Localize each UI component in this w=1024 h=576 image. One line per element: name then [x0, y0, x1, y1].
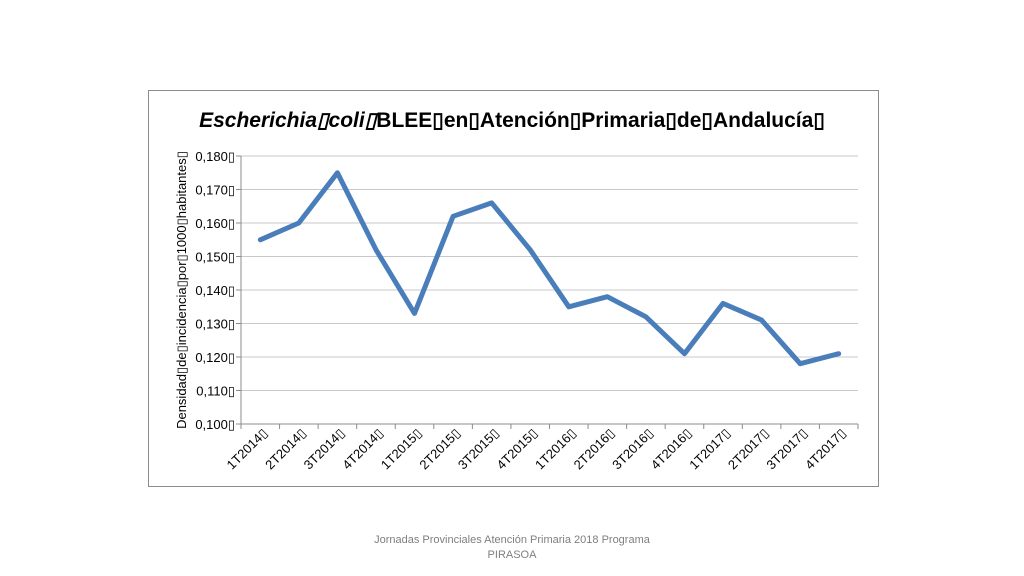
y-tick-labels: 0,100▯ 0,110▯ 0,120▯ 0,130▯ 0,140▯ 0,150▯ 0,16…	[195, 149, 235, 432]
series-line	[257, 170, 842, 367]
x-tick-label: 4T2015▯	[493, 426, 540, 473]
chart-title-rest: BLEE▯en▯Atención▯Primaria▯de▯Andalucía▯	[376, 109, 825, 132]
y-tick-label: 0,100▯	[195, 417, 235, 432]
x-tick-label: 1T2014▯	[224, 426, 271, 473]
y-tick-label: 0,170▯	[195, 183, 235, 198]
x-tick-label: 1T2017▯	[686, 426, 733, 473]
x-tick-label: 1T2016▯	[532, 426, 579, 473]
x-tick-label: 3T2014▯	[301, 426, 348, 473]
y-tick-label: 0,150▯	[195, 250, 235, 265]
y-tick-label: 0,140▯	[195, 283, 235, 298]
x-tick-label: 3T2015▯	[455, 426, 502, 473]
x-tick-label: 2T2017▯	[725, 426, 772, 473]
x-tick-label: 1T2015▯	[378, 426, 425, 473]
x-tick-label: 2T2015▯	[416, 426, 463, 473]
footer: Jornadas Provinciales Atención Primaria …	[352, 533, 672, 563]
y-tick-label: 0,130▯	[195, 317, 235, 332]
footer-line-2: PIRASOA	[487, 549, 537, 561]
chart-title: Escherichia▯coli▯BLEE▯en▯Atención▯Primar…	[0, 108, 1024, 133]
axes	[236, 155, 859, 429]
y-tick-label: 0,160▯	[195, 216, 235, 231]
y-tick-label: 0,180▯	[195, 149, 235, 164]
x-tick-label: 2T2016▯	[571, 426, 618, 473]
x-tick-label: 2T2014▯	[262, 426, 309, 473]
x-tick-label: 4T2016▯	[648, 426, 695, 473]
x-tick-label: 4T2014▯	[339, 426, 386, 473]
y-tick-label: 0,110▯	[196, 384, 235, 399]
footer-line-1: Jornadas Provinciales Atención Primaria …	[374, 534, 650, 546]
x-tick-label: 4T2017▯	[802, 426, 849, 473]
series	[257, 170, 842, 367]
y-tick-label: 0,120▯	[195, 350, 235, 365]
chart-title-italic: Escherichia▯coli▯	[199, 109, 377, 132]
x-tick-label: 3T2016▯	[609, 426, 656, 473]
gridlines	[241, 155, 858, 391]
x-tick-labels: 1T2014▯2T2014▯3T2014▯4T2014▯1T2015▯2T201…	[224, 426, 849, 473]
x-tick-label: 3T2017▯	[763, 426, 810, 473]
